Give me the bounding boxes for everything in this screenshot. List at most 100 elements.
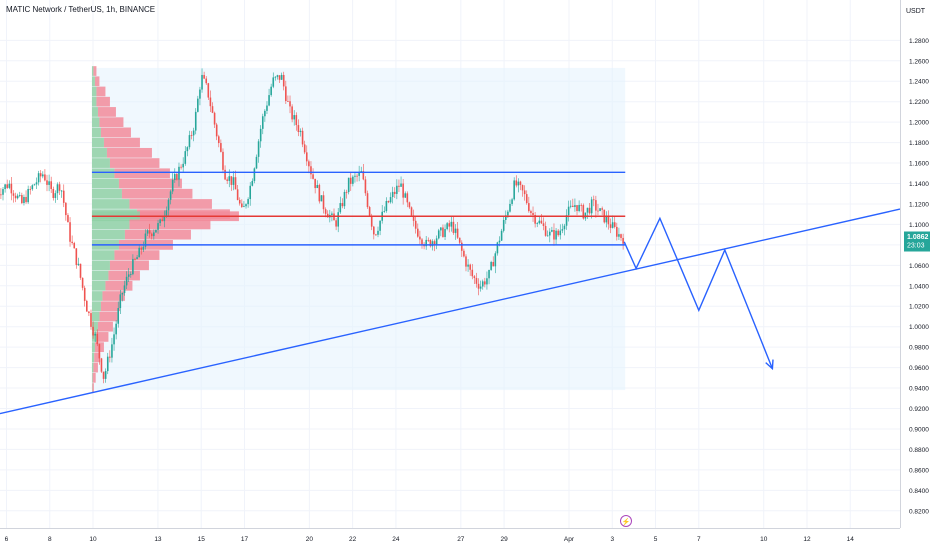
candle-body [622, 237, 624, 244]
candle-body [146, 230, 149, 234]
candle-body [37, 173, 40, 183]
candle-body [10, 183, 13, 194]
symbol-title[interactable]: MATIC Network / TetherUS, 1h, BINANCE [6, 5, 155, 14]
candle-body [163, 215, 166, 222]
candle-body [60, 190, 63, 192]
volume-bar-buy [91, 342, 95, 353]
volume-bar-sell [109, 158, 160, 168]
horizontal-levels[interactable] [91, 171, 626, 246]
current-price-value: 1.0862 [907, 234, 929, 241]
candle-body [33, 184, 36, 186]
candle-body [217, 136, 220, 144]
candle-body [469, 264, 471, 270]
candle-body [92, 326, 94, 336]
candle-body [264, 110, 266, 117]
price-tick-label: 1.1600 [909, 161, 929, 168]
candle-body [567, 206, 570, 216]
volume-bar-sell [106, 147, 152, 158]
volume-bar-buy [91, 86, 97, 97]
candle-body [79, 263, 82, 278]
candle-body [236, 189, 239, 200]
candle-body [446, 223, 448, 230]
candle-body [387, 201, 390, 203]
candle-body [450, 221, 453, 227]
candle-body [456, 228, 459, 238]
candle-body [569, 205, 572, 207]
candle-body [536, 223, 539, 224]
candle-body [582, 205, 585, 219]
candle-body [157, 223, 159, 230]
candle-body [337, 212, 339, 227]
candle-body [297, 125, 300, 133]
candle-body [544, 225, 547, 236]
candle-body [435, 238, 438, 245]
volume-bar-buy [91, 107, 98, 117]
candle-body [184, 151, 187, 164]
volume-bar-buy [91, 96, 97, 107]
lightning-icon: ⚡ [622, 517, 631, 526]
candle-body [410, 207, 413, 216]
candle-body [148, 230, 151, 234]
candle-body [500, 230, 503, 241]
candle-body [25, 196, 27, 203]
candle-body [331, 213, 333, 215]
candle-body [557, 230, 559, 236]
candle-body [289, 101, 291, 107]
candle-body [389, 197, 392, 203]
event-marker[interactable]: ⚡ [620, 515, 632, 527]
candle-body [29, 188, 32, 190]
candle-body [352, 176, 354, 184]
volume-bar-sell [99, 311, 118, 322]
candle-body [129, 274, 132, 275]
candle-body [605, 216, 608, 223]
candle-body [255, 156, 258, 169]
candle-body [504, 215, 507, 220]
candle-body [127, 274, 130, 277]
candle-body [375, 234, 377, 236]
candle-body [119, 294, 122, 309]
ascending-trendline[interactable] [0, 208, 901, 415]
time-tick-label: 14 [847, 536, 855, 543]
projection-path[interactable] [623, 216, 774, 371]
candle-body [199, 89, 201, 99]
candle-body [613, 222, 616, 227]
candle-body [528, 203, 530, 212]
time-tick-label: 20 [306, 536, 314, 543]
price-tick-label: 1.2400 [909, 79, 929, 86]
candle-body [56, 184, 59, 194]
event-marker-circle[interactable] [620, 515, 632, 527]
candle-body [4, 184, 6, 190]
candle-body [94, 333, 96, 336]
candle-body [62, 190, 65, 203]
candle-body [23, 196, 25, 204]
price-axis-panel[interactable] [900, 0, 932, 550]
candle-body [396, 185, 398, 194]
candle-body [285, 86, 287, 101]
time-tick-label: 12 [803, 536, 811, 543]
candle-body [167, 199, 170, 211]
price-tick-label: 1.0600 [909, 263, 929, 270]
bar-countdown: 23:03 [907, 243, 925, 250]
candle-body [496, 242, 499, 254]
candle-body [530, 211, 532, 214]
volume-bar-buy [91, 158, 110, 168]
candle-body [67, 215, 69, 223]
projection-zigzag[interactable] [623, 216, 774, 369]
candle-body [178, 166, 180, 180]
current-price-tag-bg [904, 231, 930, 252]
candle-body [322, 195, 325, 210]
candle-body [484, 281, 486, 285]
current-price-tag: 1.0862 23:03 [904, 231, 930, 252]
candle-body [618, 234, 620, 237]
candle-body [213, 112, 216, 125]
candle-body [427, 239, 430, 241]
price-tick-label: 1.0400 [909, 283, 929, 290]
candle-body [425, 239, 427, 247]
candle-body [406, 193, 409, 203]
trendline[interactable] [0, 208, 901, 415]
candle-body [421, 239, 423, 245]
candle-body [197, 98, 199, 112]
candle-body [481, 281, 484, 287]
price-tick-label: 1.2600 [909, 58, 929, 65]
